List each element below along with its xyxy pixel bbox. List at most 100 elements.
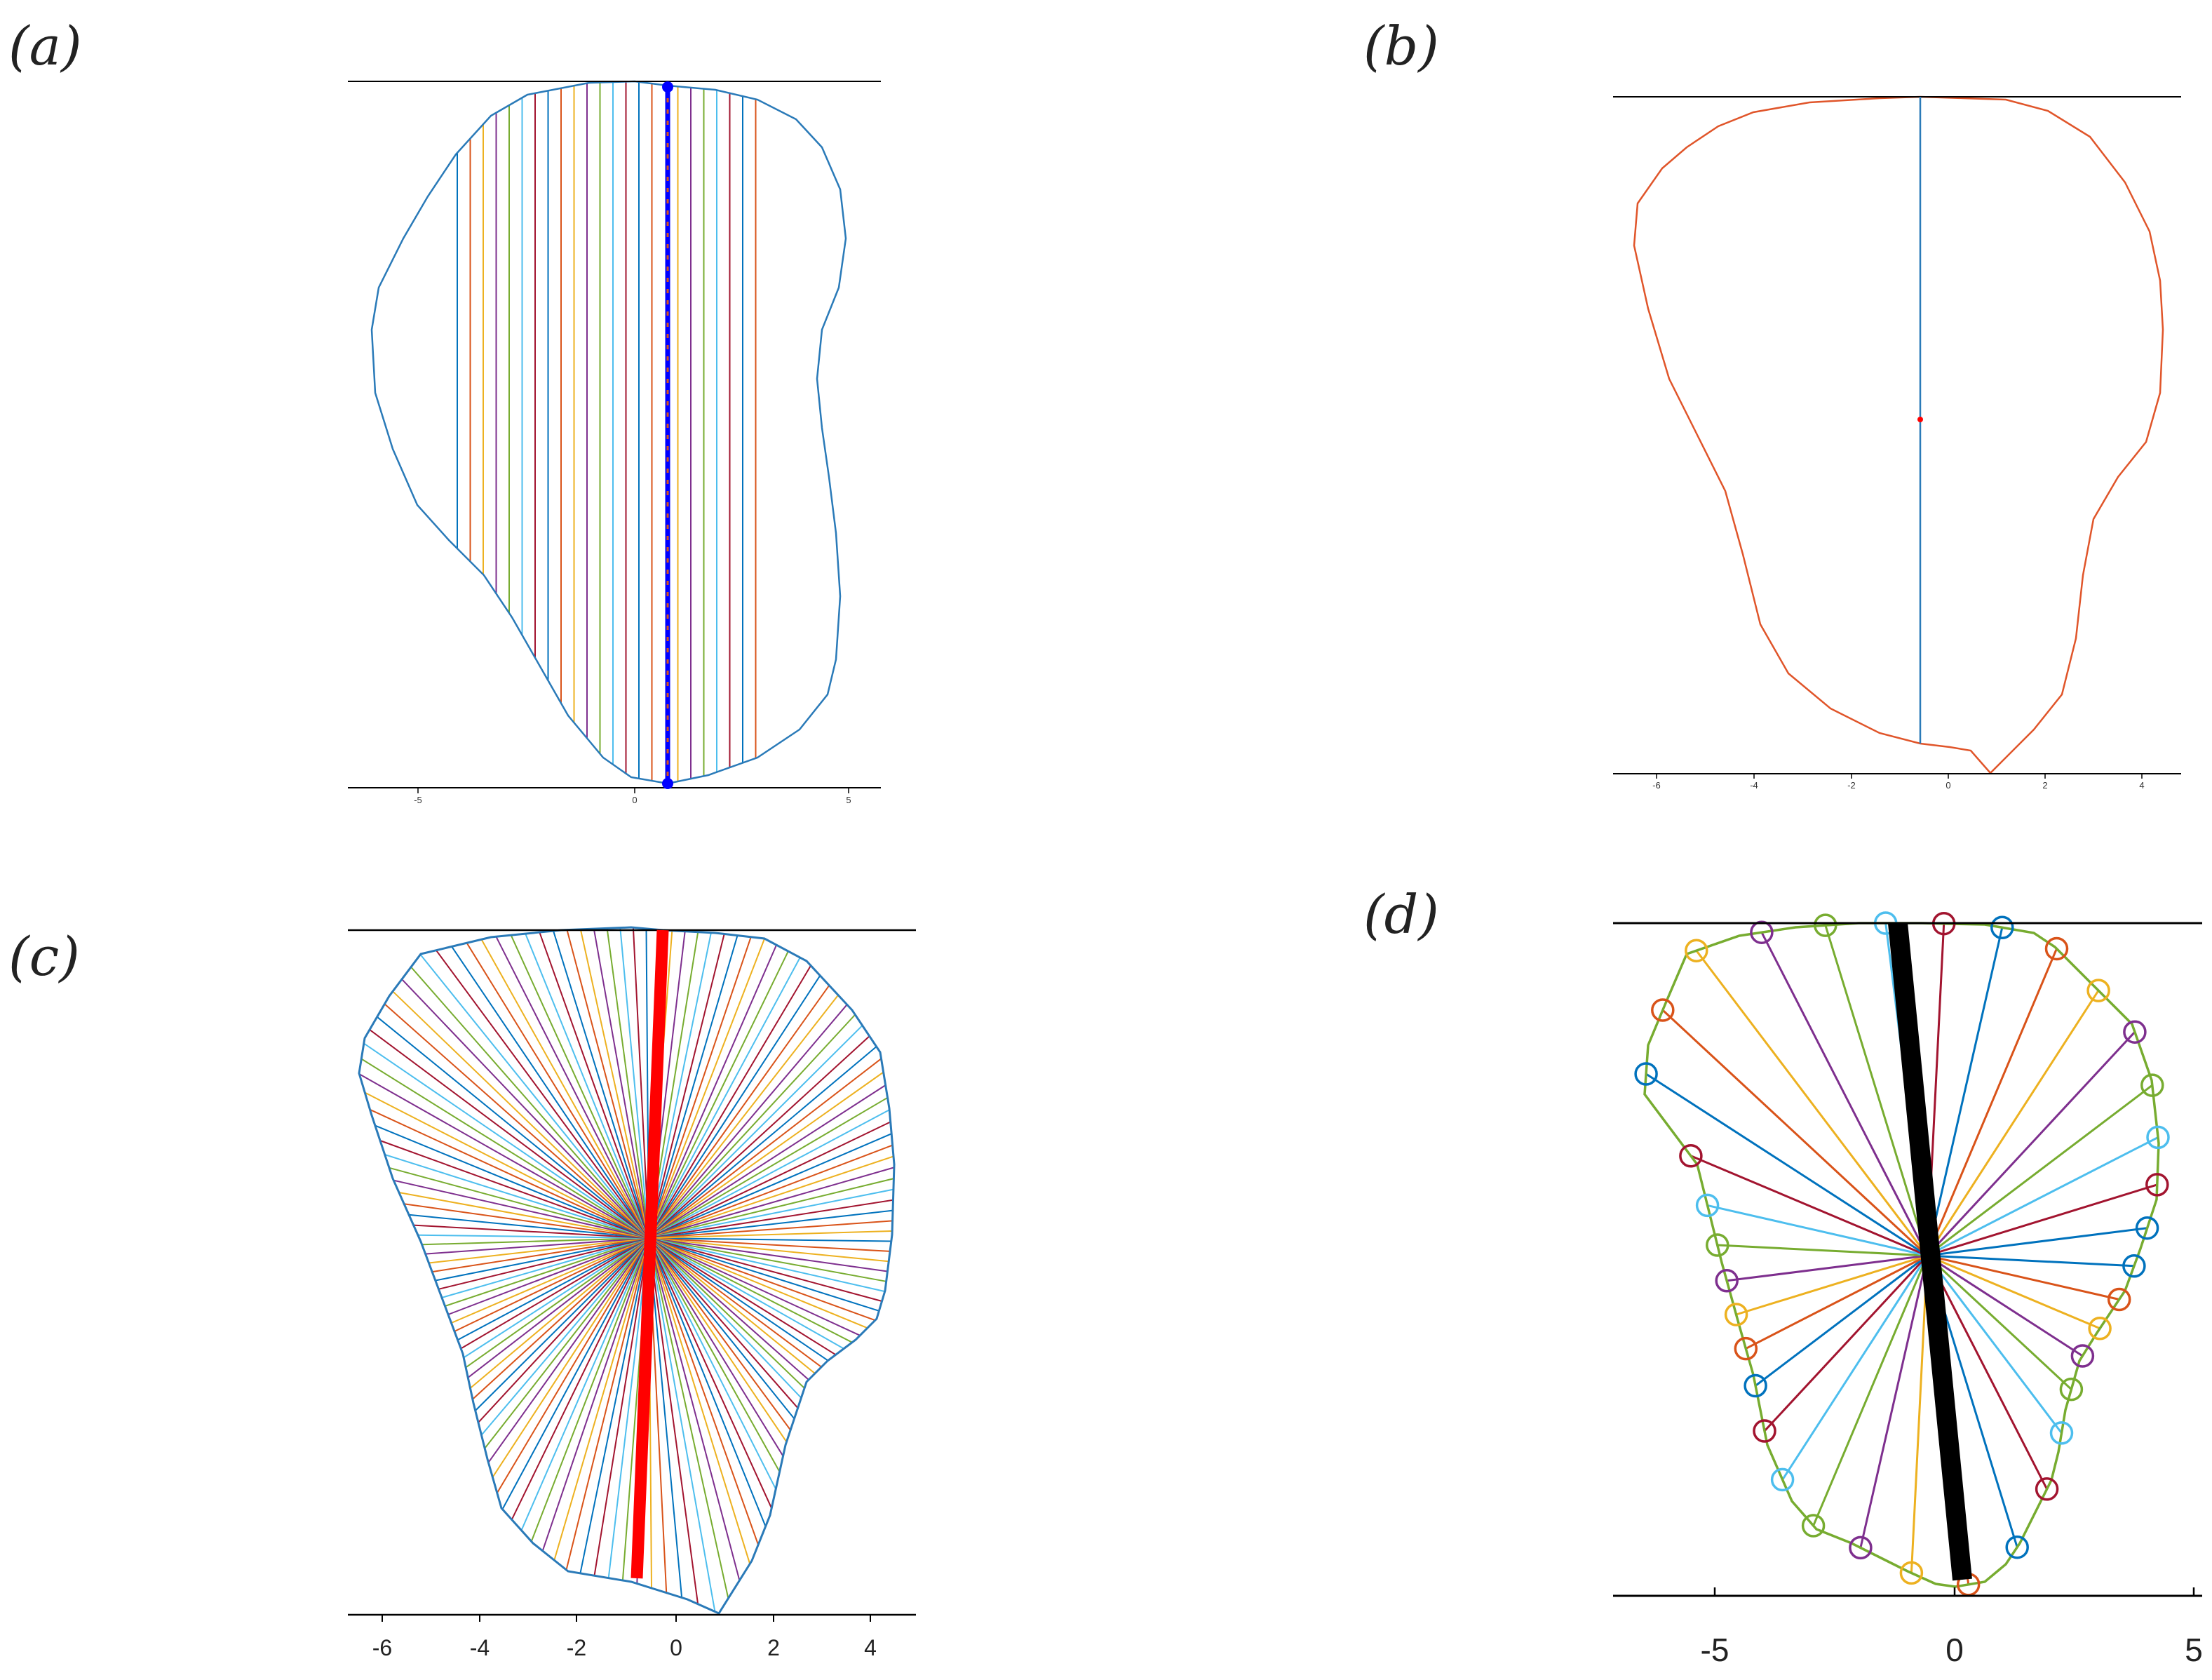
panel-c-radial-line [469, 1237, 649, 1389]
panel-d-tick-label: 5 [2185, 1632, 2203, 1668]
panel-c-radial-line [565, 1237, 649, 1571]
panel-c-radial-line [648, 1237, 844, 1350]
panel-c-radial-line [648, 1035, 870, 1239]
panel-c-radial-line [648, 1237, 716, 1612]
panel-c-radial-line [392, 990, 649, 1239]
panel-c-radial-line [648, 957, 801, 1239]
panel-c-radial-line [495, 936, 649, 1239]
panel-c-radial-line [487, 1237, 649, 1463]
panel-d-spoke [1763, 1254, 1929, 1432]
panel-c-radial-line [648, 1230, 893, 1239]
panel-c-radial-line [648, 1209, 893, 1239]
panel-c-radial-line [511, 1237, 649, 1520]
panel-d-vertex-marker-icon [1814, 913, 1837, 937]
panel-c-radial-line [648, 1237, 767, 1527]
panel-c-radial-line [648, 1096, 889, 1239]
panel-c-radial-line [384, 1003, 649, 1239]
panel-b-tick-label: -6 [1652, 780, 1661, 791]
panel-c-tick-label: -4 [470, 1635, 490, 1660]
panel-c-radial-line [467, 1237, 649, 1378]
panel-c-radial-line [648, 1237, 802, 1399]
panel-c-radial-line [648, 1237, 829, 1362]
panel-d-vertex-marker-icon [1706, 1233, 1729, 1257]
panel-d-spokes [1645, 922, 2159, 1585]
panel-d-spoke [1927, 1136, 2159, 1257]
panel-c-radial-line [648, 985, 830, 1239]
panel-d-vertex-marker-icon [1990, 915, 2014, 940]
panel-d-spoke [1926, 990, 2100, 1256]
panel-c-radial-line [451, 1237, 649, 1324]
panel-d-vertex-marker-icon [1770, 1467, 1795, 1492]
panel-c-radial-line [389, 1167, 649, 1239]
panel-d-vertex-marker-icon [2146, 1125, 2170, 1150]
panel-c-radial-line [648, 1237, 882, 1302]
panel-d-spoke [1707, 1204, 1928, 1257]
panel-c-radial-line [648, 975, 821, 1239]
panel-c-radial-lines [358, 927, 895, 1612]
panel-d-vertex-marker-icon [2005, 1535, 2029, 1559]
panel-c-radial-line [478, 1237, 649, 1423]
panel-a-top-endpoint-icon [662, 81, 673, 93]
panel-c-tick-label: 4 [864, 1635, 877, 1660]
panel-c-radial-line [579, 1237, 649, 1574]
panel-d-spoke [1727, 1254, 1928, 1282]
panel-c-radial-line [460, 1237, 649, 1350]
panel-c-radial-line [648, 1237, 885, 1293]
panel-d-vertex-marker-icon [2086, 979, 2110, 1002]
panel-d-vertex-marker-icon [1634, 1062, 1658, 1086]
panel-label-c: (c) [8, 925, 80, 988]
panel-c-radial-line [648, 1237, 699, 1604]
panel-c-radial-line [648, 1237, 861, 1336]
panel-c-radial-line [541, 1237, 649, 1552]
panel-c-radial-line [370, 1108, 649, 1239]
panel-d-spoke [1926, 948, 2058, 1256]
panel-d-spoke [1926, 927, 2004, 1256]
panel-d-tick-label: -5 [1701, 1632, 1729, 1668]
panel-d-vertex-marker-icon [2122, 1254, 2146, 1278]
panel-c-radial-line [632, 927, 649, 1239]
panel-b-center-point-icon [1917, 417, 1923, 422]
panel-d-vertex-marker-icon [2049, 1421, 2074, 1445]
panel-c-radial-line [480, 1237, 649, 1436]
panel-c-radial-line [379, 1140, 649, 1239]
panel-c-radial-line [451, 946, 649, 1239]
panel-d-spoke [1755, 1254, 1928, 1387]
panel-c-radial-line [384, 1154, 649, 1239]
panel-d-vertex-marker-icon [2088, 1317, 2112, 1340]
panel-d-spoke [1812, 1255, 1929, 1526]
panel-b-outline [1633, 95, 2164, 774]
panel-c-radial-line [454, 1237, 649, 1332]
panel-d-spoke [1824, 925, 1929, 1256]
panel-d-vertex-marker-icon [1899, 1561, 1924, 1585]
panel-d-highlight-axis [1888, 922, 1972, 1581]
panel-c-radial-line [403, 1203, 649, 1239]
panel-c-radial-line [648, 1237, 760, 1545]
panel-c-radial-line [436, 950, 649, 1239]
panel-c-radial-line [466, 942, 649, 1239]
panel-a-tick-label: -5 [414, 795, 422, 805]
panel-c-radial-line [360, 1058, 649, 1239]
panel-b-tick-label: 0 [1945, 780, 1950, 791]
panel-d-vertex-marker-icon [1744, 1373, 1767, 1398]
panel-c-radial-line [648, 950, 789, 1239]
panel-d-vertex-marker-icon [2059, 1377, 2084, 1402]
panel-d-spoke [1760, 932, 1929, 1256]
panel-c-radial-line [441, 1237, 649, 1298]
panel-c-radial-line [530, 1237, 649, 1542]
panel-c-radial-line [419, 954, 649, 1239]
panel-d-spoke [1926, 1255, 2048, 1490]
panel-c-radial-line [465, 1237, 649, 1369]
panel-c-radial-line [410, 966, 649, 1239]
panel-d-vertex-marker-icon [2135, 1216, 2159, 1240]
panel-c-radial-line [422, 1237, 649, 1246]
panel-c-radial-line [648, 1237, 879, 1312]
panel-c-radial-line [648, 1237, 891, 1252]
panel-c-radial-line [377, 1016, 649, 1239]
panel-c-radial-line [417, 1234, 649, 1239]
panel-c-radial-line [619, 927, 649, 1239]
panel-d-spoke [1781, 1255, 1929, 1481]
panel-c-radial-line [648, 1109, 890, 1239]
panel-c-tick-label: -6 [372, 1635, 392, 1660]
panel-c-outline [358, 926, 896, 1615]
panel-c-radial-line [375, 1124, 649, 1239]
